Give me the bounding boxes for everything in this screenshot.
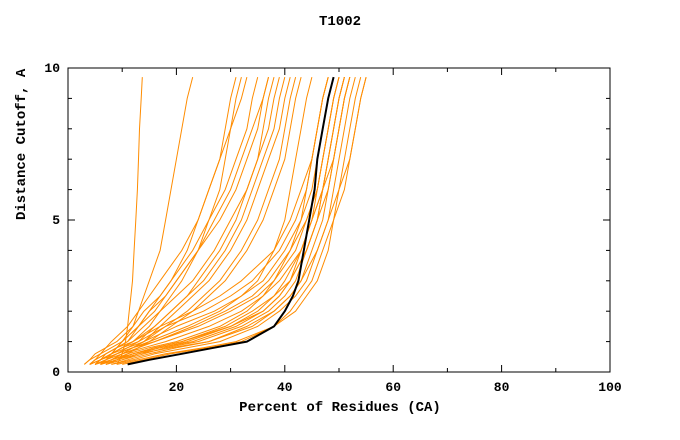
series-line-model-16 (116, 77, 143, 365)
x-tick-label: 80 (494, 380, 510, 395)
x-tick-label: 60 (385, 380, 401, 395)
series-line-model-06 (111, 76, 356, 365)
chart-title: T1002 (318, 14, 361, 30)
series-line-model-32 (122, 76, 367, 365)
series-line-model-12 (105, 76, 340, 365)
y-tick-label: 10 (44, 61, 60, 76)
y-tick-label: 5 (52, 213, 60, 228)
series-line-model-26 (89, 76, 269, 365)
x-tick-label: 40 (277, 380, 293, 395)
series-line-model-31 (100, 76, 345, 365)
series-line-model-21 (94, 76, 280, 365)
series-line-model-20 (100, 76, 275, 365)
series-line-model-27 (100, 76, 291, 365)
series-line-model-25 (94, 76, 297, 365)
series-line-model-29 (94, 76, 286, 365)
series-line-model-28 (83, 76, 259, 365)
x-axis-label: Percent of Residues (CA) (239, 400, 441, 416)
x-tick-label: 20 (169, 380, 185, 395)
x-tick-label: 0 (64, 380, 72, 395)
x-tick-label: 100 (598, 380, 622, 395)
y-tick-label: 0 (52, 365, 60, 380)
series-line-model-24 (83, 76, 248, 365)
series-line-model-30 (105, 76, 351, 365)
series-line-consensus (127, 76, 335, 366)
series-line-model-23 (105, 76, 302, 365)
